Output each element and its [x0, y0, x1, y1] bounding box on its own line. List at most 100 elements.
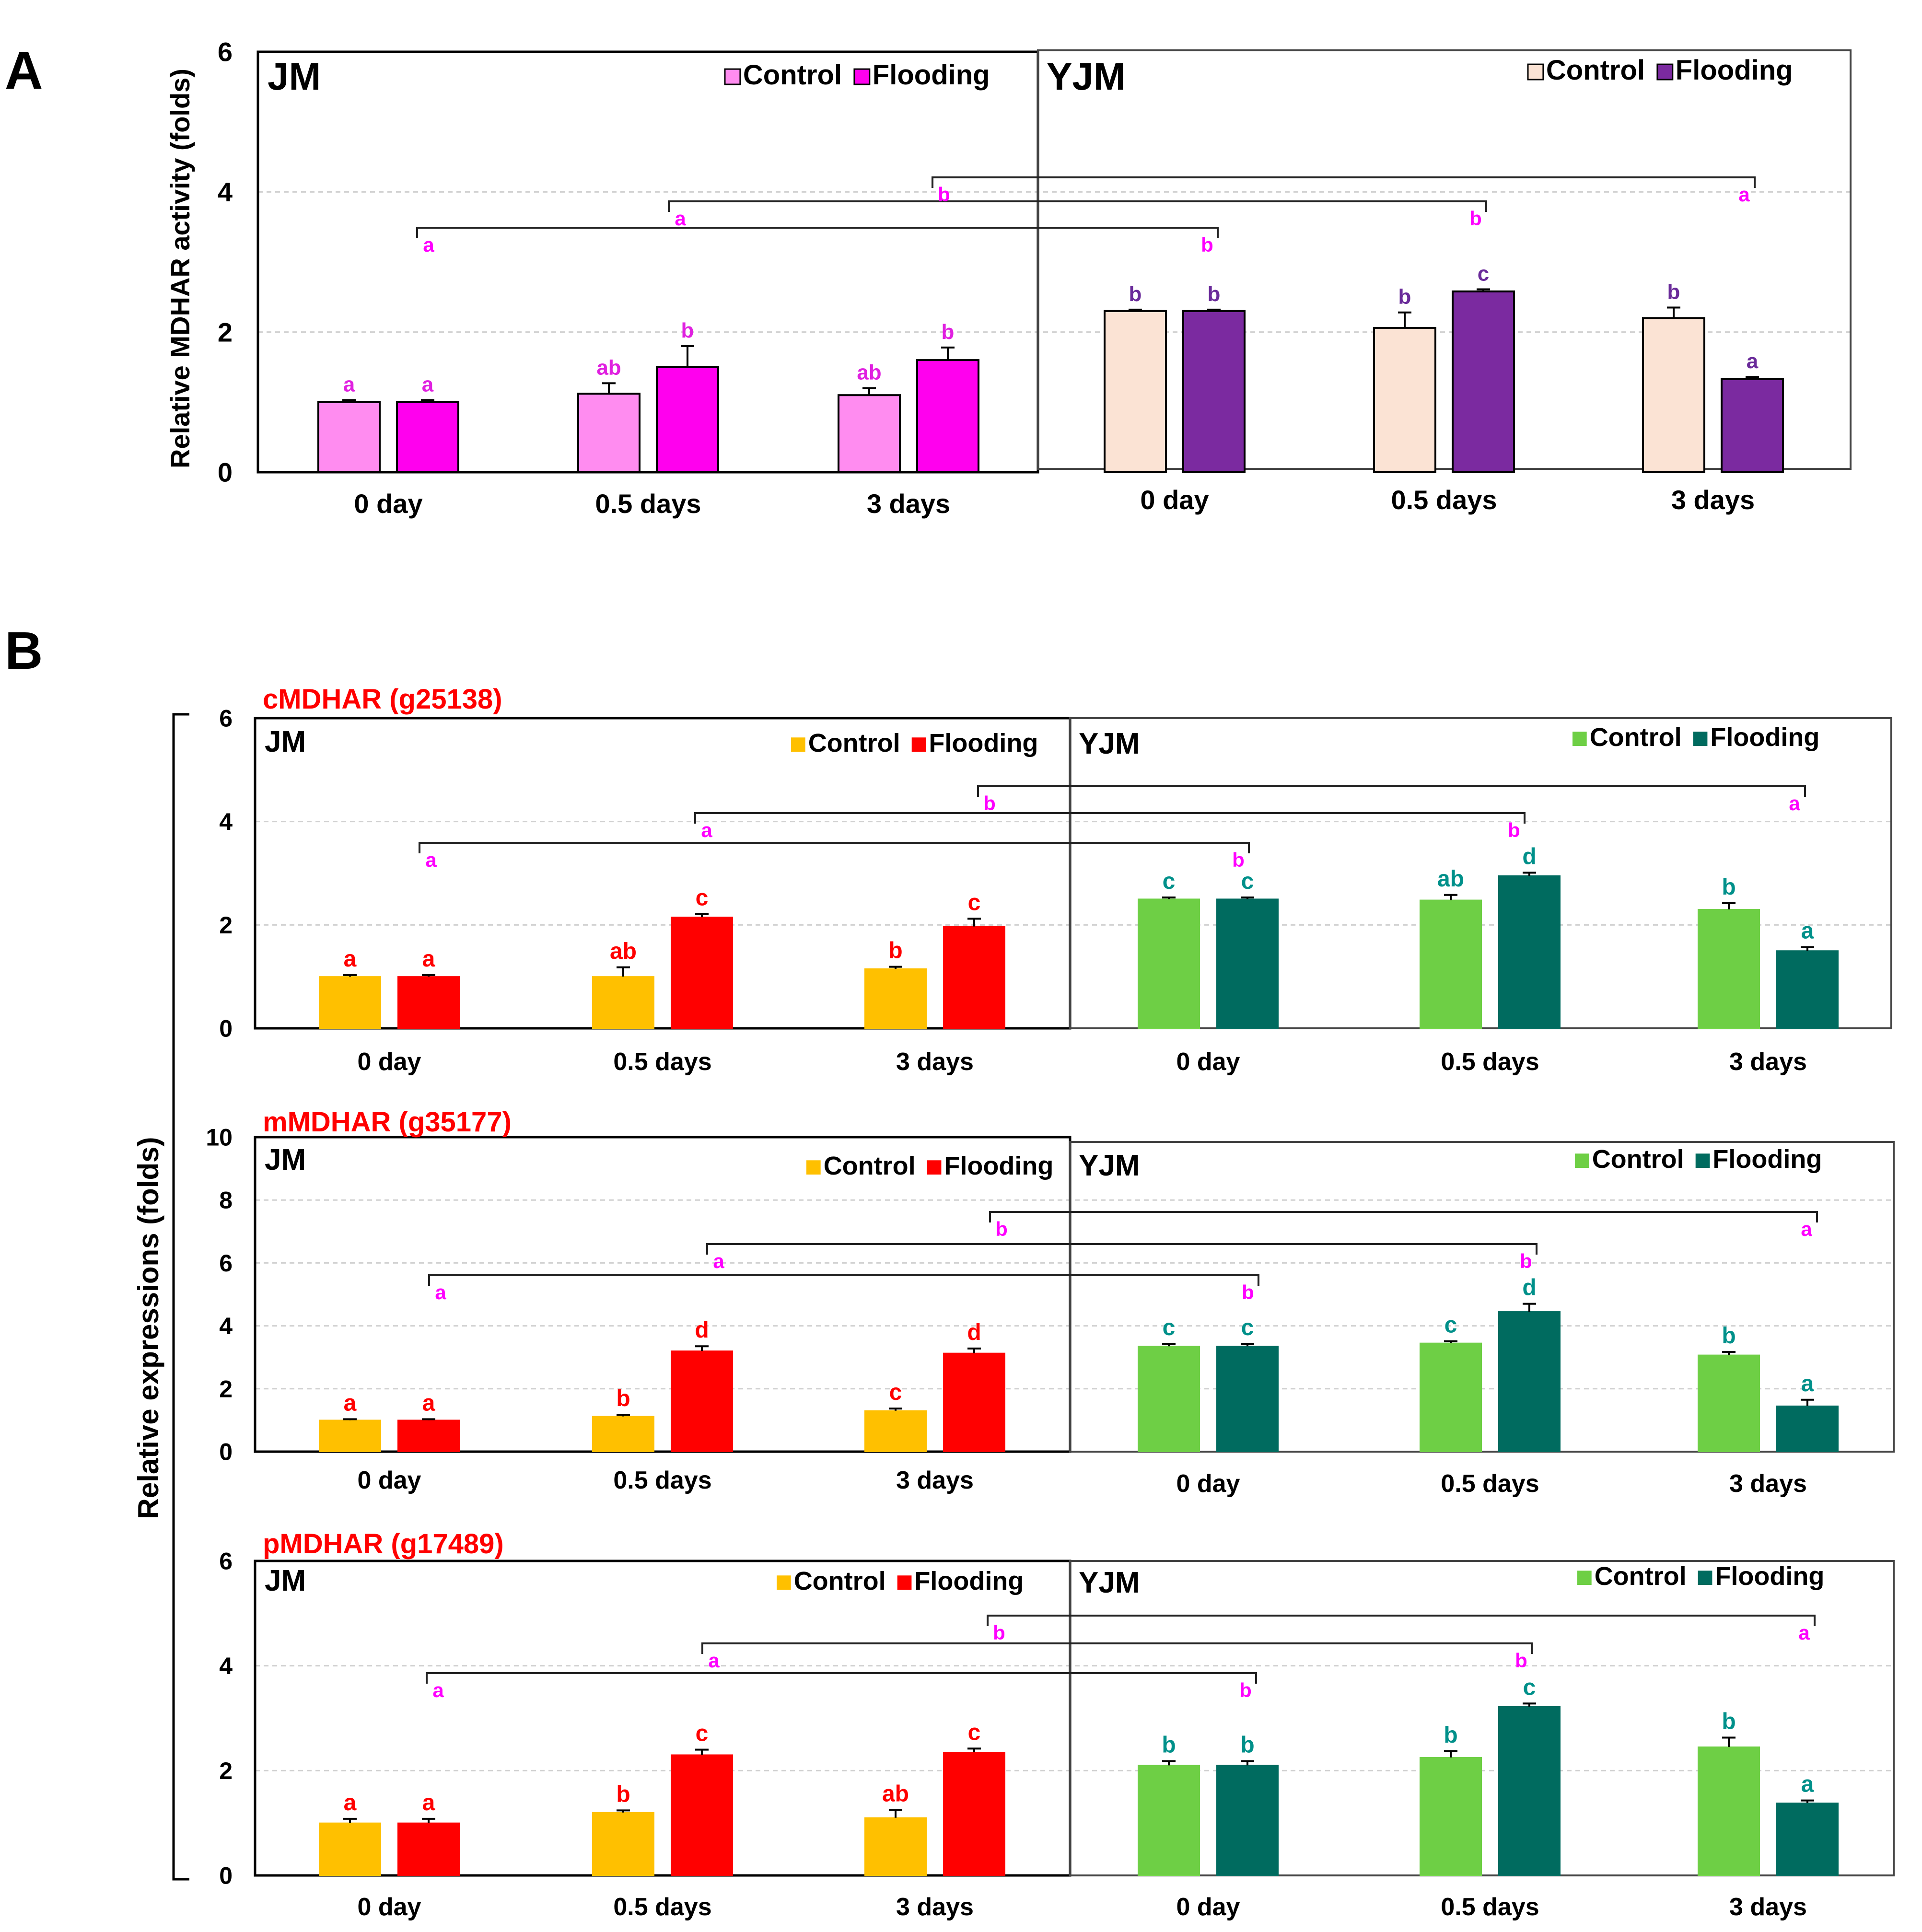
- legend-swatch-control-yjm-a: [1527, 63, 1544, 81]
- comparison-bracket-b3-0: [426, 1672, 1257, 1684]
- sig-letter-b2-jm-control-0: a: [344, 1390, 357, 1416]
- comparison-letter-right-a-2: a: [1738, 183, 1750, 206]
- x-tick-label-a-jm-0: 0 day: [354, 489, 422, 519]
- comparison-letter-right-b1-1: b: [1508, 819, 1520, 841]
- bar-b2-yjm-flooding-2: [1776, 1405, 1839, 1452]
- sig-letter-b3-jm-control-0: a: [344, 1790, 357, 1816]
- y-tick-label-b2: 2: [219, 1375, 233, 1402]
- legend-label-control-jm-b3: Control: [794, 1567, 886, 1595]
- sig-letter-a-yjm-flooding-2: a: [1747, 349, 1759, 373]
- frame-yjm-a: [1037, 49, 1852, 470]
- comparison-bracket-b1-2: [977, 785, 1806, 797]
- bar-a-jm-control-1: [577, 393, 641, 473]
- comparison-bracket-b2-1: [706, 1243, 1538, 1255]
- legend-swatch-flooding-jm-b3: [897, 1575, 912, 1590]
- panel-a-y-axis-label: Relative MDHAR activity (folds): [165, 69, 195, 468]
- sig-letter-b1-jm-flooding-1: c: [696, 885, 709, 911]
- comparison-letter-left-b2-0: a: [435, 1281, 446, 1304]
- bar-b3-jm-control-2: [864, 1817, 927, 1876]
- sig-letter-b3-jm-flooding-2: c: [968, 1720, 981, 1745]
- gene-title-b2: mMDHAR (g35177): [263, 1106, 512, 1138]
- group-name-yjm-a: YJM: [1047, 55, 1126, 98]
- legend-label-flooding-jm-b2: Flooding: [944, 1152, 1053, 1180]
- sig-letter-a-jm-flooding-1: b: [681, 319, 694, 342]
- y-tick-label-a: 4: [218, 177, 233, 207]
- panel-b-y-axis-label: Relative expressions (folds): [132, 1137, 164, 1519]
- sig-letter-a-yjm-flooding-0: b: [1208, 282, 1221, 306]
- sig-letter-b1-jm-control-0: a: [344, 946, 357, 972]
- sig-letter-b2-yjm-flooding-2: a: [1801, 1371, 1814, 1397]
- legend-swatch-control-yjm-b3: [1577, 1571, 1592, 1585]
- legend-label-flooding-yjm-b2: Flooding: [1712, 1145, 1822, 1174]
- sig-letter-b2-jm-control-1: b: [616, 1386, 630, 1411]
- legend-label-control-jm-b2: Control: [824, 1152, 916, 1180]
- y-tick-label-b3: 4: [219, 1653, 233, 1679]
- bar-b2-yjm-flooding-0: [1216, 1346, 1279, 1452]
- comparison-letter-right-b2-2: a: [1801, 1218, 1812, 1240]
- comparison-bracket-b3-2: [987, 1615, 1816, 1626]
- y-tick-label-a: 6: [218, 37, 233, 67]
- bar-a-yjm-control-0: [1104, 310, 1167, 473]
- bar-a-jm-flooding-0: [396, 401, 459, 473]
- bar-a-yjm-flooding-1: [1452, 290, 1515, 473]
- bar-b1-jm-flooding-2: [943, 926, 1005, 1029]
- legend-swatch-flooding-yjm-b2: [1695, 1153, 1710, 1168]
- comparison-letter-left-a-0: a: [423, 233, 434, 256]
- y-tick-label-b3: 6: [219, 1548, 233, 1575]
- y-tick-label-b1: 6: [219, 705, 233, 732]
- legend-label-control-yjm-b3: Control: [1595, 1562, 1687, 1591]
- sig-letter-b3-yjm-flooding-0: b: [1240, 1733, 1254, 1758]
- bar-b2-yjm-control-2: [1698, 1354, 1760, 1452]
- sig-letter-b1-yjm-control-1: ab: [1437, 866, 1464, 892]
- legend-swatch-control-jm-b2: [806, 1160, 821, 1175]
- x-tick-label-b2-yjm-1: 0.5 days: [1441, 1470, 1539, 1498]
- x-tick-label-a-jm-2: 3 days: [867, 489, 950, 519]
- bar-b3-jm-control-1: [592, 1812, 654, 1876]
- bar-b1-yjm-control-2: [1698, 908, 1760, 1029]
- bar-b1-jm-control-0: [319, 976, 381, 1029]
- bar-a-jm-control-2: [838, 394, 901, 474]
- sig-letter-b2-jm-control-2: c: [889, 1380, 902, 1405]
- x-tick-label-b1-jm-2: 3 days: [896, 1048, 974, 1076]
- x-tick-label-b2-yjm-2: 3 days: [1729, 1470, 1807, 1498]
- sig-letter-b1-jm-control-2: b: [888, 938, 902, 964]
- x-tick-label-b1-yjm-0: 0 day: [1176, 1048, 1240, 1076]
- x-tick-label-b3-jm-1: 0.5 days: [613, 1893, 711, 1921]
- x-tick-label-b2-jm-1: 0.5 days: [613, 1466, 711, 1494]
- bar-b1-jm-flooding-1: [671, 917, 733, 1029]
- bar-a-yjm-control-1: [1373, 326, 1436, 473]
- y-tick-label-a: 2: [218, 317, 233, 347]
- comparison-letter-left-b2-2: b: [995, 1218, 1008, 1240]
- bar-b1-yjm-flooding-0: [1216, 898, 1279, 1029]
- group-name-jm-b2: JM: [265, 1143, 306, 1176]
- panel-letter-b: B: [5, 621, 43, 680]
- y-tick-label-b1: 2: [219, 912, 233, 939]
- x-tick-label-a-yjm-1: 0.5 days: [1391, 485, 1497, 515]
- legend-label-control-yjm-b2: Control: [1592, 1145, 1684, 1174]
- comparison-bracket-a-2: [932, 176, 1756, 188]
- legend-swatch-flooding-yjm-a: [1656, 63, 1674, 81]
- sig-letter-b1-jm-flooding-0: a: [422, 946, 435, 972]
- comparison-bracket-b3-1: [701, 1642, 1533, 1654]
- bar-b1-jm-control-1: [592, 976, 654, 1029]
- comparison-bracket-b1-0: [419, 842, 1250, 853]
- bar-a-yjm-flooding-0: [1182, 310, 1246, 473]
- x-tick-label-b1-yjm-1: 0.5 days: [1441, 1048, 1539, 1076]
- x-tick-label-b3-jm-0: 0 day: [358, 1893, 421, 1921]
- comparison-letter-left-b1-2: b: [983, 792, 996, 815]
- comparison-letter-right-b1-2: a: [1789, 792, 1800, 815]
- x-tick-label-b3-jm-2: 3 days: [896, 1893, 974, 1921]
- comparison-bracket-b2-2: [989, 1211, 1818, 1222]
- bar-b3-yjm-flooding-2: [1776, 1803, 1839, 1876]
- bar-b1-yjm-flooding-1: [1498, 875, 1561, 1029]
- bar-b2-jm-control-0: [319, 1420, 381, 1452]
- legend-label-flooding-yjm-b1: Flooding: [1710, 723, 1819, 752]
- comparison-letter-left-a-2: b: [938, 183, 950, 206]
- comparison-letter-right-b2-0: b: [1242, 1281, 1254, 1304]
- sig-letter-b2-yjm-control-2: b: [1722, 1323, 1736, 1349]
- sig-letter-b2-jm-flooding-1: d: [695, 1317, 709, 1343]
- bar-b3-yjm-control-2: [1698, 1746, 1760, 1876]
- bar-b3-yjm-flooding-0: [1216, 1765, 1279, 1876]
